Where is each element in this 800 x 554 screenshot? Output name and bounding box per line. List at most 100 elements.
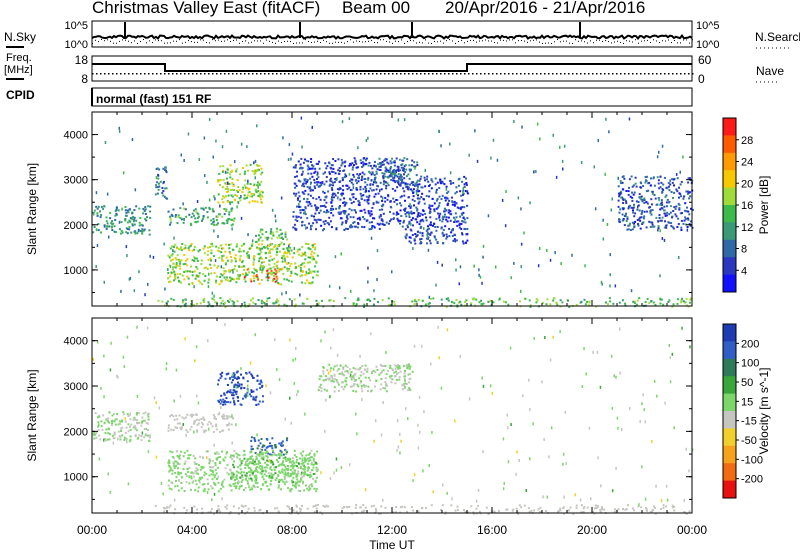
nave-dot: [216, 73, 218, 75]
echo-cell: [392, 212, 395, 215]
echo-cell: [457, 220, 460, 223]
echo-cell: [203, 419, 206, 421]
echo-cell: [315, 162, 318, 165]
echo-cell: [498, 298, 501, 301]
echo-cell: [186, 449, 189, 452]
echo-cell: [360, 179, 363, 181]
echo-cell: [224, 187, 227, 190]
echo-cell: [253, 437, 256, 439]
echo-cell: [216, 477, 219, 480]
echo-cell: [256, 184, 259, 187]
echo-cell: [254, 188, 257, 191]
echo-cell: [123, 365, 126, 368]
echo-cell: [439, 212, 442, 215]
echo-cell: [465, 233, 468, 236]
echo-cell: [444, 225, 447, 228]
echo-cell: [271, 447, 274, 450]
echo-cell: [167, 254, 170, 257]
echo-cell: [546, 249, 548, 252]
echo-cell: [244, 305, 247, 308]
echo-cell: [266, 279, 269, 282]
echo-cell: [685, 447, 687, 451]
echo-cell: [253, 258, 256, 261]
echo-cell: [405, 175, 408, 178]
nave-dot: [108, 73, 110, 75]
echo-cell: [276, 277, 279, 280]
echo-cell: [360, 195, 363, 197]
echo-cell: [225, 276, 228, 279]
echo-cell: [97, 205, 100, 208]
echo-cell: [231, 375, 234, 378]
echo-cell: [157, 299, 160, 302]
echo-cell: [307, 272, 310, 275]
echo-cell: [481, 281, 483, 285]
echo-cell: [170, 481, 173, 484]
echo-cell: [314, 246, 317, 249]
echo-cell: [553, 297, 555, 300]
echo-cell: [191, 249, 194, 252]
echo-cell: [136, 232, 139, 235]
scatter-echoes: [92, 116, 689, 299]
echo-cell: [260, 457, 263, 460]
echo-cell: [246, 268, 249, 271]
echo-cell: [238, 197, 241, 199]
echo-cell: [251, 455, 254, 458]
echo-cell: [227, 194, 230, 197]
echo-cell: [395, 180, 398, 183]
echo-cell: [281, 468, 284, 471]
echo-cell: [434, 177, 437, 180]
echo-cell: [545, 303, 548, 306]
echo-cell: [259, 230, 262, 233]
echo-cell: [441, 194, 444, 197]
echo-cell: [344, 379, 347, 382]
echo-cell: [354, 506, 357, 509]
echo-cell: [265, 446, 268, 449]
echo-cell: [213, 229, 215, 233]
echo-cell: [169, 275, 172, 278]
echo-cell: [329, 183, 332, 186]
echo-cell: [312, 165, 315, 168]
echo-cell: [520, 207, 522, 211]
nsearch-dot: [386, 40, 387, 42]
echo-cell: [313, 487, 316, 490]
echo-cell: [221, 415, 223, 418]
echo-cell: [415, 191, 418, 195]
echo-cell: [281, 463, 283, 466]
echo-cell: [222, 267, 225, 270]
echo-cell: [176, 222, 179, 225]
echo-cell: [331, 193, 334, 196]
echo-cell: [136, 437, 139, 440]
nsearch-dot: [260, 40, 261, 42]
echo-cell: [288, 143, 291, 147]
echo-cell: [282, 444, 285, 447]
echo-cell: [461, 199, 464, 202]
echo-cell: [226, 424, 229, 426]
echo-cell: [650, 177, 652, 180]
echo-cell: [309, 186, 312, 189]
nave-dot: [260, 73, 262, 75]
echo-cell: [407, 373, 410, 376]
echo-cell: [312, 473, 315, 475]
echo-cell: [240, 383, 243, 386]
echo-cell: [351, 193, 354, 196]
echo-cell: [435, 190, 437, 194]
nsearch-dot: [128, 40, 129, 42]
echo-cell: [332, 181, 335, 184]
echo-cell: [211, 208, 214, 211]
echo-cell: [688, 301, 691, 304]
echo-cell: [380, 378, 383, 380]
echo-cell: [297, 191, 300, 194]
echo-cell: [223, 272, 226, 275]
echo-cell: [305, 159, 308, 162]
echo-cell: [391, 378, 394, 381]
echo-cell: [359, 381, 362, 384]
echo-cell: [394, 375, 397, 378]
echo-cell: [256, 246, 259, 249]
echo-cell: [504, 224, 507, 228]
echo-cell: [687, 218, 690, 221]
echo-cell: [319, 181, 322, 184]
echo-cell: [249, 393, 251, 396]
echo-cell: [387, 297, 390, 300]
echo-cell: [335, 207, 338, 210]
echo-cell: [309, 194, 312, 197]
